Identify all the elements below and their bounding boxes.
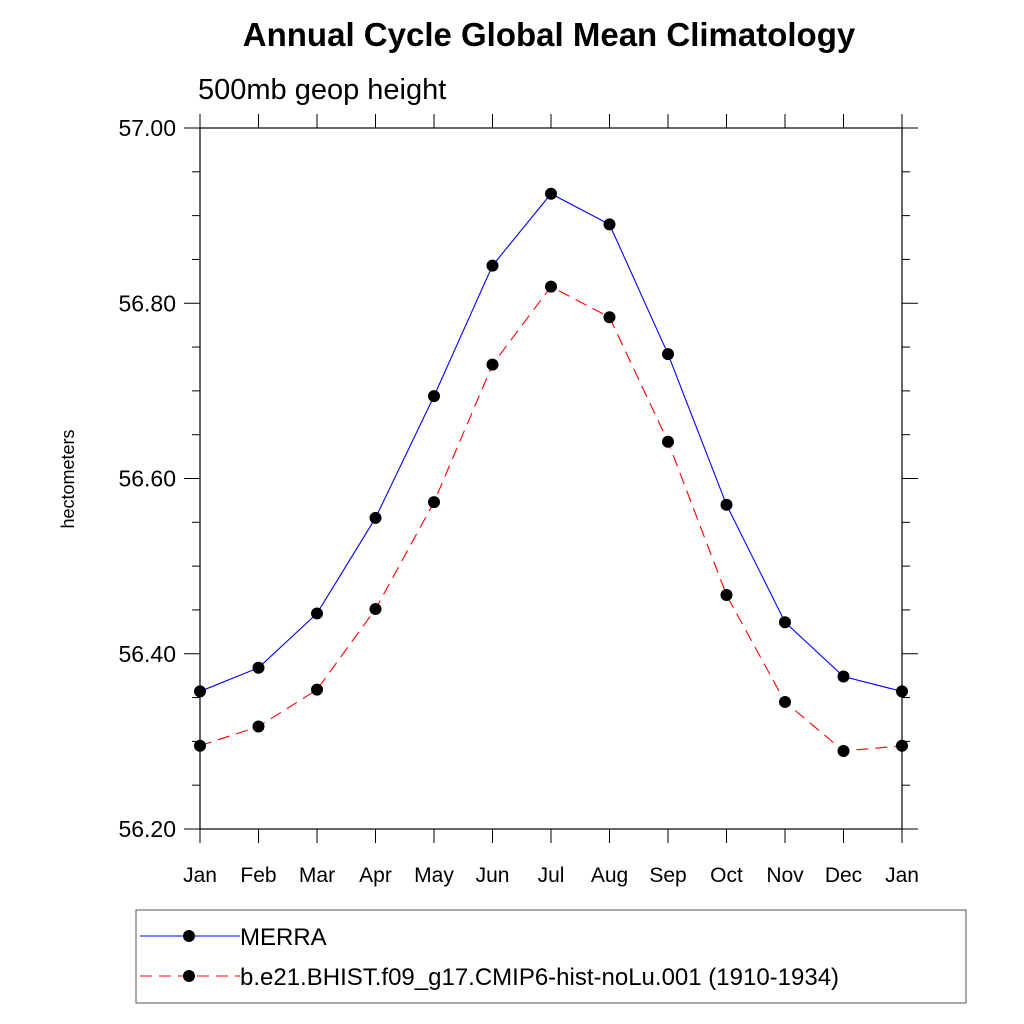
legend-label: b.e21.BHIST.f09_g17.CMIP6-hist-noLu.001 … (240, 964, 839, 991)
x-tick-label: Jul (538, 864, 565, 887)
series-2 (194, 280, 908, 758)
data-point (428, 496, 440, 509)
x-tick-label: Nov (766, 864, 804, 887)
data-point (896, 739, 908, 752)
series-1 (194, 187, 908, 698)
x-axis-ticks: Jan Feb Mar Apr May Jun Jul Aug Sep Oct Nov Dec Jan (183, 114, 919, 887)
data-point (720, 589, 733, 602)
x-tick-label: Jan (183, 864, 217, 887)
x-tick-label: Jun (476, 864, 510, 887)
plot-border (199, 127, 903, 830)
x-tick-label: May (414, 864, 454, 887)
x-tick-label: Sep (649, 864, 686, 887)
data-point (194, 685, 206, 698)
y-tick-label: 56.20 (118, 816, 176, 842)
data-point (837, 670, 850, 683)
data-point (779, 695, 791, 708)
legend: MERRA b.e21.BHIST.f09_g17.CMIP6-hist-noLu… (135, 909, 967, 1004)
y-tick-label: 57.00 (118, 115, 176, 141)
data-point (252, 661, 265, 674)
data-point (779, 616, 791, 629)
y-tick-label: 56.60 (118, 466, 176, 492)
y-tick-label: 56.40 (118, 641, 176, 667)
plot-frame (199, 127, 903, 830)
x-tick-label: Aug (591, 864, 628, 887)
data-point (486, 259, 499, 272)
data-point (311, 683, 323, 696)
series-layer (194, 187, 908, 758)
data-point (837, 745, 850, 758)
legend-box (135, 909, 967, 1004)
y-axis-label: hectometers (58, 429, 78, 528)
data-point (662, 348, 674, 361)
data-point (720, 498, 733, 511)
data-point (603, 311, 616, 324)
data-point (194, 739, 206, 752)
chart-subtitle: 500mb geop height (198, 74, 446, 106)
y-tick-label: 56.80 (118, 290, 176, 316)
legend-marker (183, 970, 195, 982)
data-point (545, 280, 557, 293)
data-point (428, 390, 440, 403)
x-tick-label: Jan (885, 864, 919, 887)
x-tick-label: Feb (240, 864, 276, 887)
x-tick-label: Dec (825, 864, 862, 887)
legend-label: MERRA (240, 924, 327, 951)
x-tick-label: Oct (710, 864, 743, 887)
data-point (662, 435, 674, 448)
data-point (896, 685, 908, 698)
series-line (199, 285, 903, 752)
data-point (486, 358, 499, 371)
data-point (545, 187, 557, 200)
chart-title: Annual Cycle Global Mean Climatology (243, 16, 856, 53)
data-point (369, 603, 382, 616)
data-point (252, 720, 265, 733)
data-point (311, 607, 323, 620)
data-point (369, 511, 382, 524)
series-line (199, 193, 903, 692)
y-axis-ticks: 56.20 56.40 56.60 56.80 57.00 (118, 115, 918, 842)
legend-marker (183, 930, 195, 942)
x-tick-label: Mar (299, 864, 335, 887)
x-tick-label: Apr (359, 864, 392, 887)
data-point (603, 218, 616, 231)
